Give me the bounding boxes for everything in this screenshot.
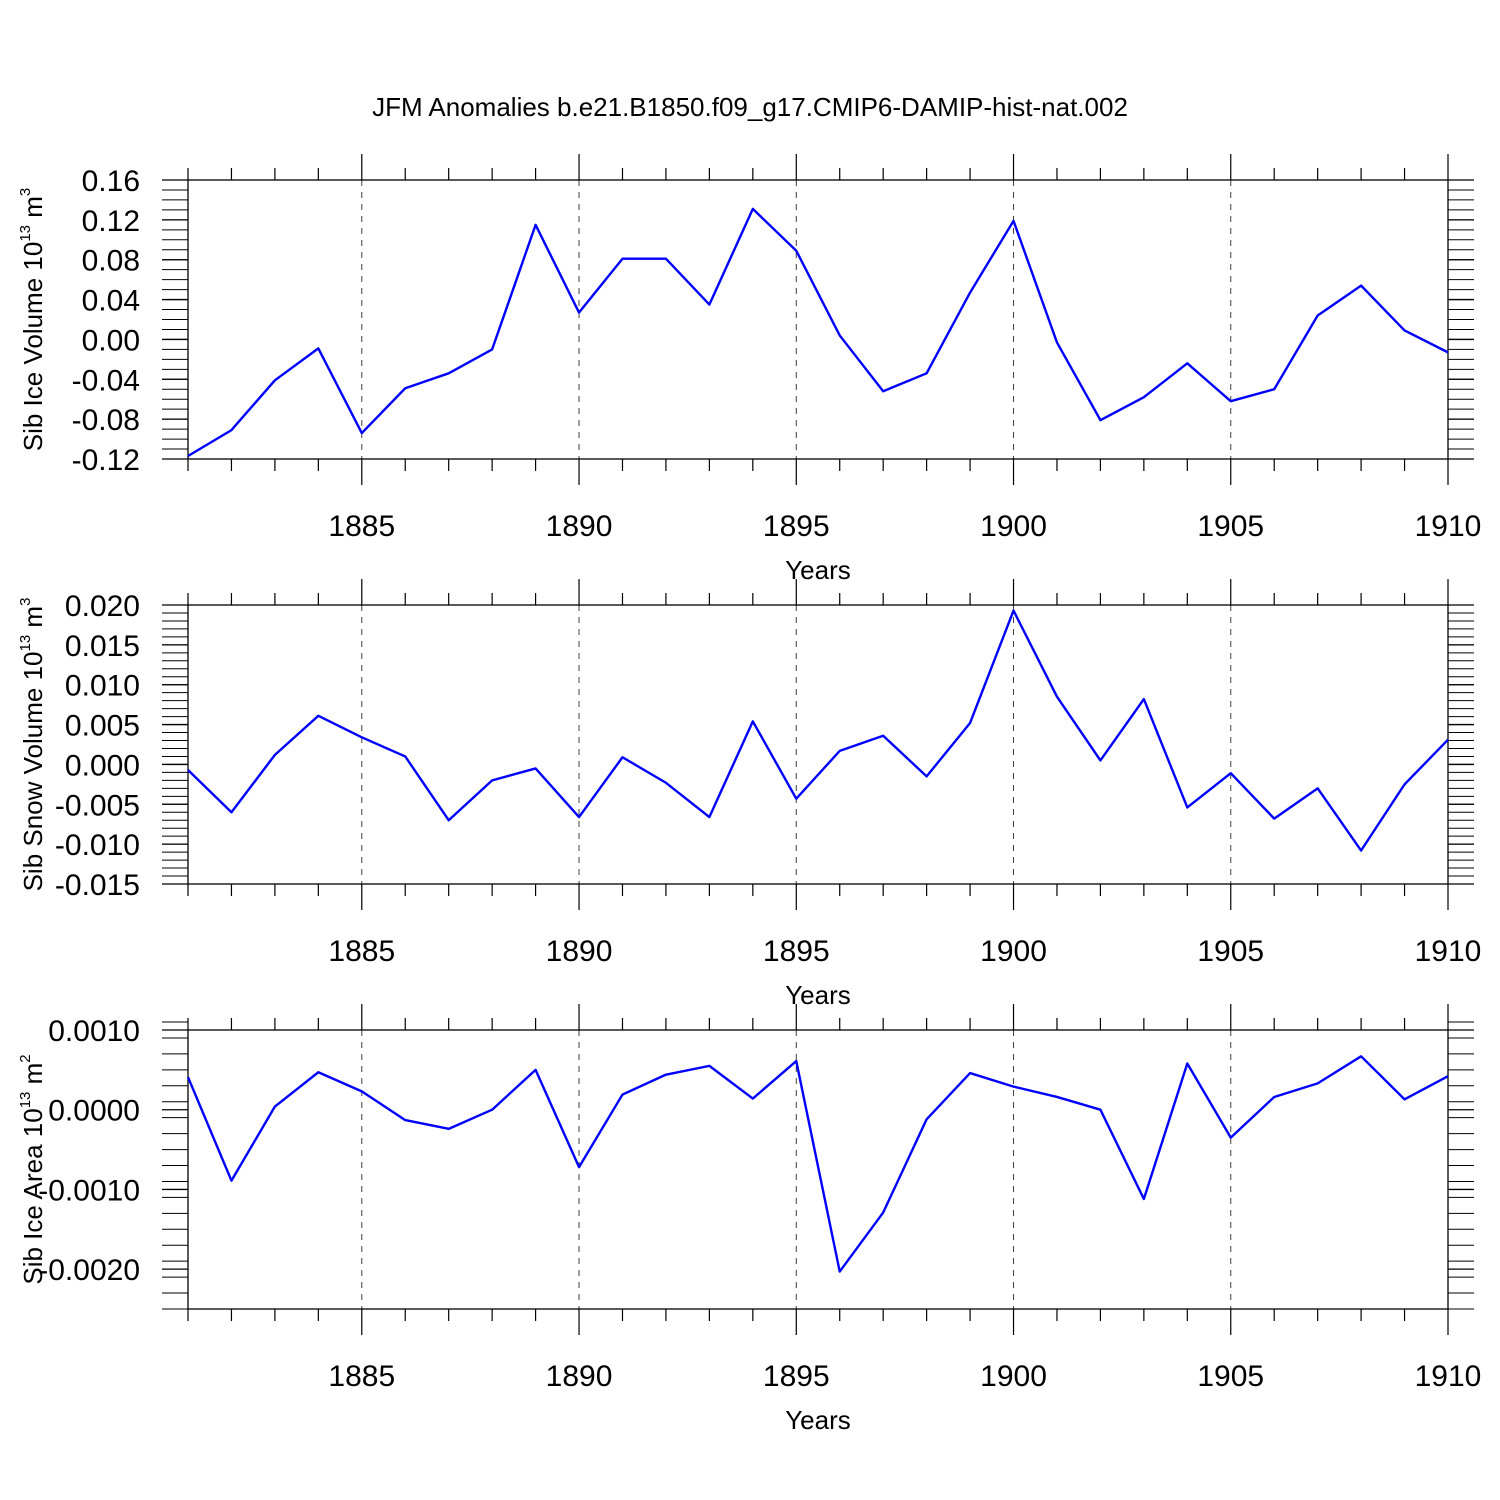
x-tick-label: 1910 <box>1415 935 1482 968</box>
x-tick-label: 1905 <box>1197 1360 1264 1393</box>
series-line <box>186 1055 1449 1273</box>
y-tick-label: 0.020 <box>65 590 140 623</box>
chart-panel-3: 1885 1890 1895 1900 1905 1910 -0.0020 -0.0010 0.… <box>17 1004 1481 1435</box>
figure-title: JFM Anomalies b.e21.B1850.f09_g17.CMIP6-… <box>372 92 1128 122</box>
y-axis-label-part: Sib Ice Area 10 <box>18 1108 48 1284</box>
plot-frame <box>187 604 1449 885</box>
y-tick-label: -0.0020 <box>38 1254 140 1287</box>
y-tick-label: 0.000 <box>65 749 140 782</box>
x-tick-label: 1900 <box>980 510 1047 543</box>
x-tick-label: 1900 <box>980 935 1047 968</box>
x-tick-label: 1895 <box>763 510 830 543</box>
x-tick-label: 1910 <box>1415 510 1482 543</box>
y-tick-label: 0.12 <box>82 205 140 238</box>
series-line <box>187 207 1449 458</box>
x-tick-label: 1910 <box>1415 1360 1482 1393</box>
series-line <box>187 609 1449 852</box>
y-tick-label: 0.00 <box>82 324 140 357</box>
y-tick-label: -0.08 <box>72 404 140 437</box>
x-axis-label: Years <box>785 555 851 585</box>
x-tick-label: 1890 <box>546 935 613 968</box>
panels: 1885 1890 1895 1900 1905 1910 -0.12 -0.08 -0.04 0… <box>17 154 1481 1435</box>
y-axis-label-part: m <box>18 606 48 635</box>
x-tick-label: 1895 <box>763 935 830 968</box>
y-axis-label-part: m <box>18 196 48 225</box>
x-tick-label: 1890 <box>546 510 613 543</box>
y-axis-label-superscript: 13 <box>17 225 34 242</box>
x-axis-label: Years <box>785 980 851 1010</box>
y-tick-label: -0.005 <box>55 789 140 822</box>
y-tick-label: 0.0010 <box>48 1015 140 1048</box>
y-tick-label: -0.010 <box>55 829 140 862</box>
y-tick-label: 0.08 <box>82 245 140 278</box>
y-tick-label: -0.12 <box>72 444 140 477</box>
chart-panel-1: 1885 1890 1895 1900 1905 1910 -0.12 -0.08 -0.04 0… <box>17 154 1481 585</box>
y-axis-label: Sib Ice Area 1013 m2 <box>17 1054 48 1284</box>
x-tick-label: 1885 <box>328 935 395 968</box>
x-tick-label: 1895 <box>763 1360 830 1393</box>
x-tick-label: 1890 <box>546 1360 613 1393</box>
y-tick-label: 0.010 <box>65 670 140 703</box>
y-axis-label-part: m <box>18 1063 48 1092</box>
y-axis-label-part: Sib Ice Volume 10 <box>18 242 48 452</box>
y-tick-label: 0.16 <box>82 165 140 198</box>
x-tick-label: 1885 <box>328 1360 395 1393</box>
y-tick-label: -0.015 <box>55 869 140 902</box>
y-axis-label-superscript: 13 <box>17 1092 34 1109</box>
y-tick-label: 0.005 <box>65 710 140 743</box>
y-tick-label: 0.015 <box>65 630 140 663</box>
x-axis-label: Years <box>785 1405 851 1435</box>
y-axis-label-superscript: 3 <box>17 598 34 606</box>
x-tick-label: 1905 <box>1197 510 1264 543</box>
y-axis-label: Sib Ice Volume 1013 m3 <box>17 188 48 452</box>
y-axis-label-superscript: 2 <box>17 1054 34 1062</box>
plot-frame <box>187 1029 1449 1310</box>
x-tick-label: 1900 <box>980 1360 1047 1393</box>
y-axis-label-superscript: 3 <box>17 188 34 196</box>
y-tick-label: -0.0010 <box>38 1174 140 1207</box>
y-axis-label-part: Sib Snow Volume 10 <box>18 651 48 891</box>
y-axis-label: Sib Snow Volume 1013 m3 <box>17 598 48 892</box>
y-tick-label: 0.04 <box>82 285 140 318</box>
y-tick-label: 0.0000 <box>48 1095 140 1128</box>
x-tick-label: 1885 <box>328 510 395 543</box>
x-tick-label: 1905 <box>1197 935 1264 968</box>
chart-panel-2: 1885 1890 1895 1900 1905 1910 -0.015 -0.010 -0.0… <box>17 579 1481 1010</box>
y-axis-label-superscript: 13 <box>17 635 34 652</box>
y-tick-label: -0.04 <box>72 364 140 397</box>
